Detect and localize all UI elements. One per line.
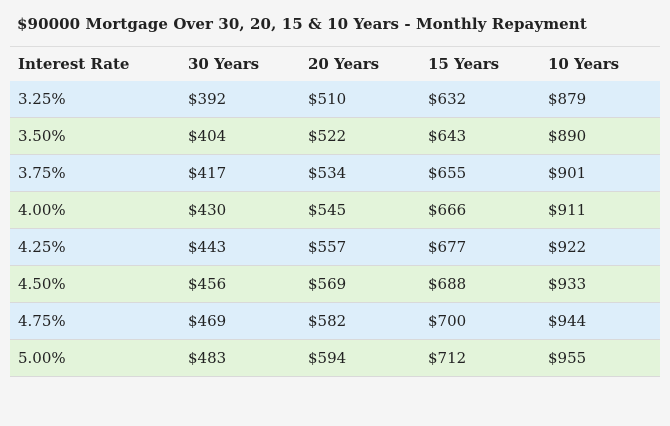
header-interest-rate: Interest Rate: [18, 55, 130, 73]
cell-20-years: $569: [300, 265, 420, 303]
cell-15-years: $643: [420, 117, 540, 155]
header-10-years: 10 Years: [548, 55, 620, 73]
cell-30-years: $417: [180, 154, 300, 192]
cell-rate: 4.25%: [10, 228, 180, 266]
cell-rate: 4.00%: [10, 191, 180, 229]
cell-30-years: $483: [180, 339, 300, 377]
table-row: 4.75% $469 $582 $700 $944: [10, 302, 660, 340]
cell-30-years: $430: [180, 191, 300, 229]
cell-10-years: $911: [540, 191, 660, 229]
cell-30-years: $392: [180, 81, 300, 118]
cell-rate: 5.00%: [10, 339, 180, 377]
cell-15-years: $712: [420, 339, 540, 377]
cell-15-years: $688: [420, 265, 540, 303]
mortgage-repayment-table: Interest Rate 30 Years 20 Years 15 Years…: [10, 47, 660, 377]
cell-20-years: $557: [300, 228, 420, 266]
cell-rate: 3.50%: [10, 117, 180, 155]
table-title: $90000 Mortgage Over 30, 20, 15 & 10 Yea…: [17, 15, 587, 33]
cell-20-years: $582: [300, 302, 420, 340]
cell-rate: 4.50%: [10, 265, 180, 303]
cell-10-years: $944: [540, 302, 660, 340]
cell-30-years: $456: [180, 265, 300, 303]
cell-30-years: $404: [180, 117, 300, 155]
cell-15-years: $677: [420, 228, 540, 266]
cell-20-years: $534: [300, 154, 420, 192]
header-20-years: 20 Years: [308, 55, 380, 73]
cell-rate: 3.25%: [10, 81, 180, 118]
table-row: 3.50% $404 $522 $643 $890: [10, 117, 660, 155]
header-30-years: 30 Years: [188, 55, 260, 73]
header-15-years: 15 Years: [428, 55, 500, 73]
cell-rate: 4.75%: [10, 302, 180, 340]
cell-30-years: $443: [180, 228, 300, 266]
cell-10-years: $933: [540, 265, 660, 303]
table-row: 3.25% $392 $510 $632 $879: [10, 81, 660, 118]
cell-20-years: $510: [300, 81, 420, 118]
cell-20-years: $594: [300, 339, 420, 377]
cell-10-years: $890: [540, 117, 660, 155]
table-row: 5.00% $483 $594 $712 $955: [10, 339, 660, 377]
table-row: 4.25% $443 $557 $677 $922: [10, 228, 660, 266]
cell-20-years: $522: [300, 117, 420, 155]
cell-10-years: $922: [540, 228, 660, 266]
cell-20-years: $545: [300, 191, 420, 229]
table-row: 4.50% $456 $569 $688 $933: [10, 265, 660, 303]
table-row: 3.75% $417 $534 $655 $901: [10, 154, 660, 192]
cell-10-years: $879: [540, 81, 660, 118]
cell-15-years: $666: [420, 191, 540, 229]
cell-15-years: $655: [420, 154, 540, 192]
cell-10-years: $955: [540, 339, 660, 377]
cell-rate: 3.75%: [10, 154, 180, 192]
header-row: Interest Rate 30 Years 20 Years 15 Years…: [10, 47, 660, 81]
cell-10-years: $901: [540, 154, 660, 192]
cell-15-years: $632: [420, 81, 540, 118]
title-divider: [10, 46, 660, 47]
table-row: 4.00% $430 $545 $666 $911: [10, 191, 660, 229]
cell-15-years: $700: [420, 302, 540, 340]
cell-30-years: $469: [180, 302, 300, 340]
